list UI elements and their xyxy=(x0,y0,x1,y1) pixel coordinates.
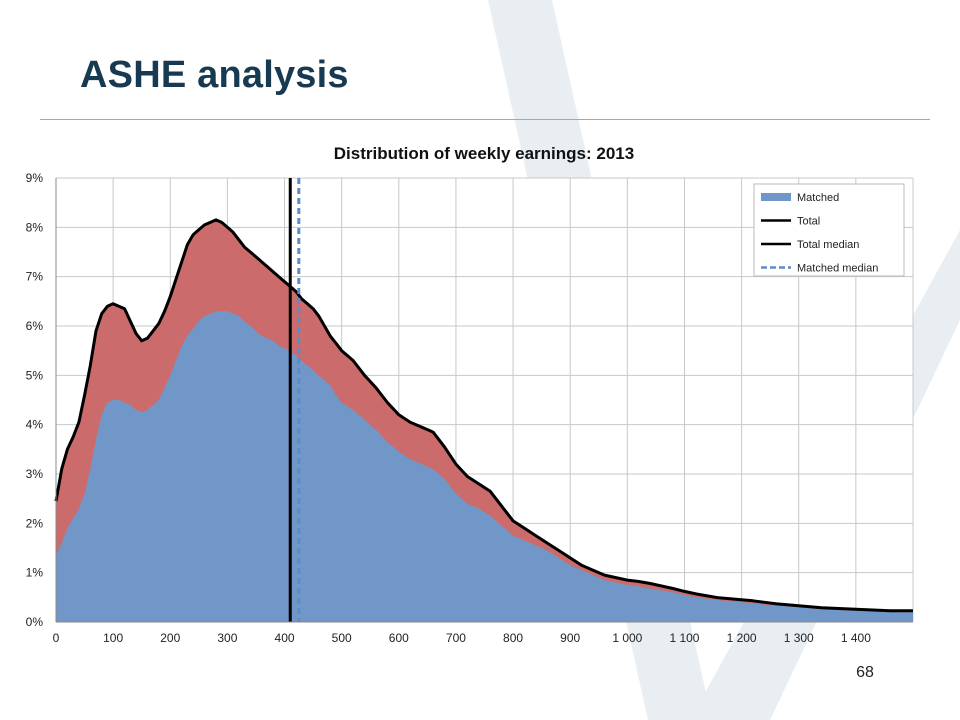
y-tick-label: 0% xyxy=(26,615,44,629)
y-tick-label: 9% xyxy=(26,171,44,185)
x-tick-label: 100 xyxy=(103,631,123,645)
title-divider xyxy=(40,119,930,120)
y-tick-label: 7% xyxy=(26,270,44,284)
x-tick-label: 1 400 xyxy=(841,631,871,645)
chart-areas xyxy=(56,219,913,622)
y-tick-label: 3% xyxy=(26,467,44,481)
chart-axes: 0% 1% 2% 3% 4% 5% 6% 7% 8% 9% 0 100 200 300 400 500 600 7… xyxy=(26,171,913,645)
x-tick-label: 1 200 xyxy=(727,631,757,645)
x-tick-label: 1 100 xyxy=(669,631,699,645)
page-number: 68 xyxy=(856,664,874,681)
y-tick-label: 1% xyxy=(26,566,44,580)
total-line xyxy=(54,218,913,613)
y-tick-label: 2% xyxy=(26,516,44,530)
y-tick-label: 6% xyxy=(26,319,44,333)
chart-lines xyxy=(54,178,913,622)
x-tick-label: 500 xyxy=(332,631,352,645)
x-tick-label: 1 300 xyxy=(784,631,814,645)
y-tick-label: 4% xyxy=(26,418,44,432)
chart-title: Distribution of weekly earnings: 2013 xyxy=(334,144,634,163)
matched-area xyxy=(56,311,913,622)
x-tick-label: 700 xyxy=(446,631,466,645)
chart-legend: Matched Total Total median Matched median xyxy=(753,183,905,277)
x-tick-label: 1 000 xyxy=(612,631,642,645)
slide-title: ASHE analysis xyxy=(80,54,349,96)
x-tick-label: 200 xyxy=(160,631,180,645)
legend-swatch-matched xyxy=(761,193,791,201)
legend-label: Total median xyxy=(797,239,859,251)
legend-label: Matched xyxy=(797,192,839,204)
y-tick-label: 5% xyxy=(26,368,44,382)
y-tick-label: 8% xyxy=(26,220,44,234)
x-tick-label: 400 xyxy=(275,631,295,645)
x-tick-label: 800 xyxy=(503,631,523,645)
x-tick-label: 0 xyxy=(53,631,60,645)
x-tick-label: 600 xyxy=(389,631,409,645)
x-tick-label: 900 xyxy=(560,631,580,645)
legend-label: Matched median xyxy=(797,263,878,275)
legend-label: Total xyxy=(797,216,820,228)
x-tick-label: 300 xyxy=(217,631,237,645)
